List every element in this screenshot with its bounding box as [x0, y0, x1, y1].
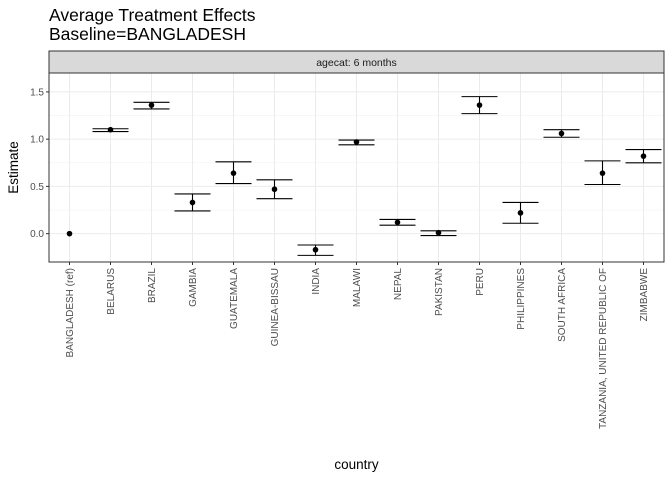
x-tick-label: GAMBIA [188, 268, 199, 307]
x-tick-label: GUINEA-BISSAU [270, 268, 281, 346]
y-axis-title: Estimate [6, 141, 21, 194]
x-tick-label: ZIMBABWE [639, 268, 650, 322]
estimate-point [107, 126, 114, 133]
estimate-point [353, 139, 360, 145]
x-tick-label: PAKISTAN [434, 268, 445, 316]
y-tick-label: 1.0 [30, 135, 44, 146]
x-tick-label: SOUTH AFRICA [557, 268, 568, 342]
chart-title: Average Treatment Effects [49, 5, 256, 25]
panel-border [48, 72, 665, 263]
y-tick-label: 0.0 [30, 229, 44, 240]
y-tick-label: 0.5 [30, 182, 44, 193]
x-tick-label: BANGLADESH (ref) [65, 268, 76, 357]
x-tick-label: INDIA [311, 268, 322, 295]
estimate-point [558, 130, 565, 137]
estimate-point [66, 230, 73, 237]
facet-strip-label: agecat: 6 months [316, 57, 397, 69]
x-tick-label: MALAWI [352, 268, 363, 307]
estimate-point [640, 153, 647, 159]
y-tick-label: 1.5 [30, 87, 44, 98]
x-axis-title: country [334, 457, 379, 472]
estimate-point [599, 170, 606, 176]
x-tick-label: NEPAL [393, 268, 404, 300]
x-tick-label: BRAZIL [147, 268, 158, 303]
estimate-point [394, 219, 401, 226]
estimate-point [230, 170, 237, 176]
x-tick-label: GUATEMALA [229, 268, 240, 329]
estimate-point [476, 102, 483, 108]
chart-subtitle: Baseline=BANGLADESH [49, 24, 246, 44]
x-tick-label: PERU [475, 268, 486, 296]
estimate-point [189, 199, 196, 206]
estimate-point [517, 210, 524, 216]
estimate-point [148, 102, 155, 108]
estimate-point [271, 186, 278, 193]
estimate-point [312, 246, 319, 253]
x-tick-label: BELARUS [106, 268, 117, 315]
x-tick-label: TANZANIA, UNITED REPUBLIC OF [598, 268, 609, 429]
estimate-point [435, 229, 442, 236]
x-tick-label: PHILIPPINES [516, 268, 527, 330]
